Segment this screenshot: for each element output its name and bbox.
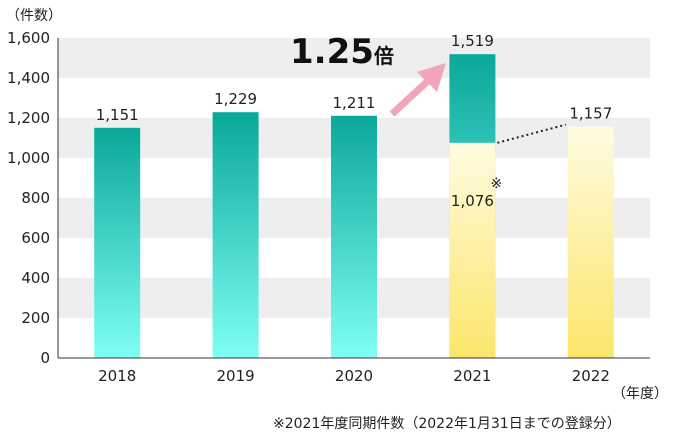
x-tick-label: 2021 (453, 367, 491, 385)
growth-arrow-head (417, 63, 446, 92)
grid-band (58, 38, 650, 78)
bar-2019 (212, 112, 259, 358)
ratio-suffix: 倍 (374, 44, 394, 68)
y-ticks: 0 200 400 600 800 1,000 1,200 1,400 1,600 (7, 29, 50, 367)
growth-arrow (389, 76, 433, 117)
y-tick-label: 1,600 (7, 29, 50, 47)
ratio-annotation: 1.25倍 (290, 32, 446, 117)
x-ticks: 2018 2019 2020 2021 2022 (98, 367, 610, 385)
data-label-2019: 1,229 (214, 90, 257, 108)
data-label-2022: 1,157 (569, 105, 612, 123)
y-tick-label: 1,200 (7, 109, 50, 127)
data-label-2021: 1,519 (451, 32, 494, 50)
bars-layer (94, 54, 614, 358)
ratio-number: 1.25 (290, 32, 374, 72)
bar-2018 (94, 127, 141, 358)
bar-2020 (331, 115, 377, 358)
x-unit-label: （年度） (612, 386, 668, 402)
data-labels: 1,151 1,229 1,211 1,519 1,157 1,076※ (96, 32, 613, 210)
y-tick-label: 600 (21, 229, 50, 247)
y-tick-label: 200 (21, 309, 50, 327)
x-tick-label: 2022 (572, 367, 610, 385)
y-unit-label: （件数） (6, 8, 62, 24)
y-tick-label: 1,000 (7, 149, 50, 167)
comparison-connector (497, 123, 567, 144)
ratio-text: 1.25倍 (290, 32, 394, 72)
y-tick-label: 800 (21, 189, 50, 207)
y-tick-label: 1,400 (7, 69, 50, 87)
y-tick-label: 400 (21, 269, 50, 287)
y-tick-label: 0 (40, 349, 50, 367)
x-tick-label: 2020 (335, 367, 373, 385)
same-period-mark: ※ (491, 176, 503, 192)
data-label-2018: 1,151 (96, 106, 139, 124)
data-label-2020: 1,211 (333, 94, 376, 112)
x-tick-label: 2018 (98, 367, 136, 385)
data-label-2021-same-period: 1,076 (451, 192, 494, 210)
bar-2022 (567, 126, 614, 358)
bar-2021-same-period (449, 142, 496, 358)
x-tick-label: 2019 (217, 367, 255, 385)
footnote: ※2021年度同期件数（2022年1月31日までの登録分） (273, 416, 621, 432)
